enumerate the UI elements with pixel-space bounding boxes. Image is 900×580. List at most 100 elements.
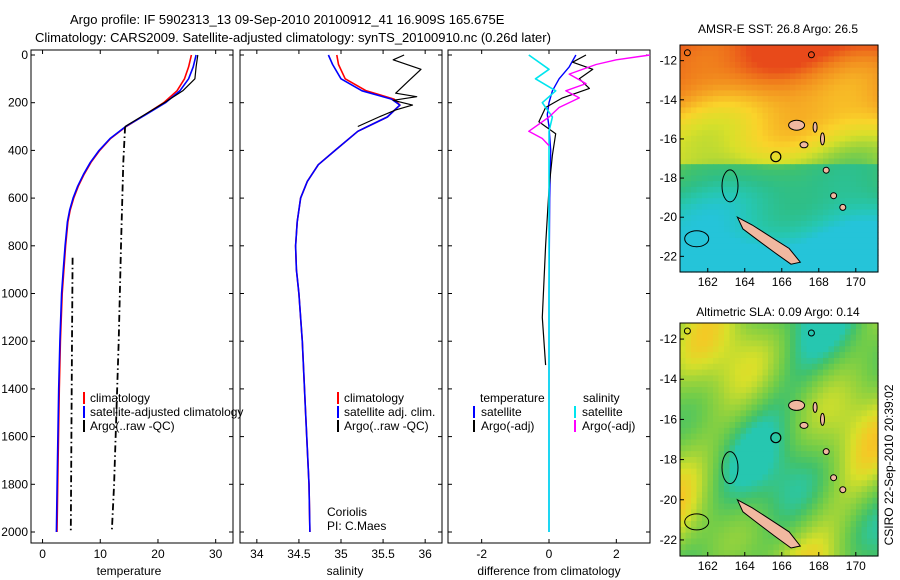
map-cell [795,141,802,148]
map-cell [757,198,764,205]
map-cell [713,96,720,103]
map-cell [740,515,747,522]
map-cell [735,124,742,131]
map-cell [751,130,758,137]
map-cell [751,526,758,534]
map-cell [823,249,830,256]
map-cell [724,352,731,359]
map-cell [850,381,857,388]
map-cell [801,357,808,365]
map-cell [696,215,703,222]
map-cell [724,79,731,86]
map-cell [691,50,698,57]
map-cell [713,387,720,394]
map-cell [861,456,868,464]
map-cell [773,260,780,267]
map-cell [740,232,747,239]
map-cell [729,101,736,109]
map-cell [850,249,857,256]
map-cell [784,243,791,250]
map-cell [850,521,857,528]
map-cell [839,158,846,165]
map-cell [768,387,775,394]
map-cell [834,427,841,435]
map-cell [724,439,731,446]
map-cell [867,433,874,441]
map-cell [729,381,736,388]
map-cell [828,181,835,188]
map-cell [784,67,791,74]
map-cell [729,135,736,143]
map-cell [757,175,764,182]
map-cell [691,521,698,528]
map-cell [768,427,775,435]
map-cell [751,422,758,429]
map-cell [735,152,742,160]
map-cell [729,243,736,250]
map-cell [867,237,874,245]
map-cell [867,491,874,499]
map-cell [751,56,758,63]
map-cell [707,203,714,211]
map-cell [762,107,769,114]
map-cell [861,243,868,250]
map-cell [817,486,824,493]
map-cell [707,410,714,417]
map-cell [801,209,808,216]
map-cell [691,209,698,216]
map-cell [806,486,813,493]
map-cell [784,526,791,534]
map-cell [823,141,830,148]
map-cell [729,392,736,400]
map-cell [806,220,813,228]
map-cell [867,135,874,143]
map-cell [707,445,714,452]
map-cell [823,56,830,63]
map-cell [696,334,703,342]
map-cell [702,369,709,377]
map-cell [795,237,802,245]
map-cell [768,532,775,540]
map-cell [784,439,791,446]
map-cell [680,544,687,551]
map-cell [746,410,753,417]
map-cell [806,101,813,109]
map-cell [812,249,819,256]
map-cell [707,433,714,441]
map-cell [861,158,868,165]
map-cell [680,73,687,80]
map-cell [729,410,736,417]
map-cell [850,243,857,250]
map-cell [702,462,709,470]
map-cell [779,410,786,417]
map-cell [691,158,698,165]
map-cell [828,526,835,534]
map-cell [724,237,731,245]
map-cell [724,544,731,551]
map-cell [702,375,709,382]
map-cell [861,357,868,365]
map-cell [850,237,857,245]
map-cell [724,404,731,411]
map-cell [680,56,687,63]
map-cell [845,445,852,452]
map-cell [812,323,819,330]
map-cell [757,96,764,103]
map-cell [751,141,758,148]
map-cell [861,135,868,143]
map-cell [685,387,692,394]
map-cell [867,67,874,74]
map-cell [790,79,797,86]
map-cell [806,130,813,137]
map-cell [768,84,775,91]
map-cell [839,387,846,394]
map-cell [691,215,698,222]
map-cell [724,323,731,330]
map-cell [872,84,879,91]
map-cell [817,503,824,510]
map-cell [713,445,720,452]
reef-outline [683,327,691,335]
map-cell [828,323,835,330]
map-cell [713,67,720,74]
map-cell [680,62,687,69]
